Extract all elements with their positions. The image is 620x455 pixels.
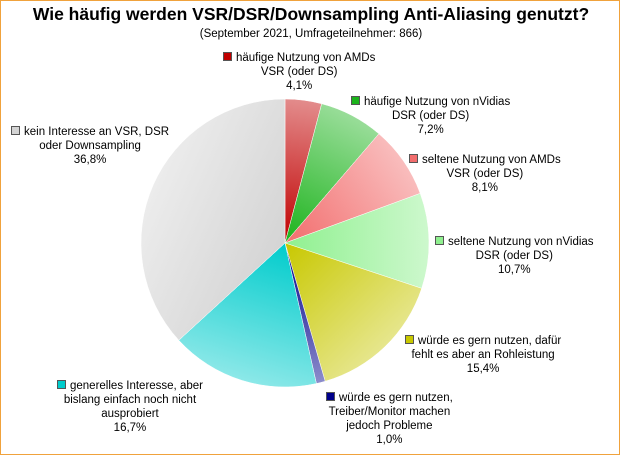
slice-label-text: würde es gern nutzen, dafür bbox=[418, 335, 562, 347]
slice-label-line: seltene Nutzung von nVidias bbox=[435, 235, 594, 249]
slice-label-text: häufige Nutzung von AMDs bbox=[236, 52, 376, 64]
slice-label-text: Treiber/Monitor machen bbox=[328, 406, 451, 418]
slice-label-line: würde es gern nutzen, bbox=[326, 391, 453, 405]
slice-label-7: generelles Interesse, aber bislang einfac… bbox=[57, 379, 203, 435]
pie-slice-7 bbox=[178, 242, 317, 388]
slice-label-line: würde es gern nutzen, dafür bbox=[405, 334, 561, 348]
legend-swatch bbox=[409, 154, 418, 163]
slice-label-6: würde es gern nutzen, Treiber/Monitor mac… bbox=[326, 391, 453, 447]
legend-swatch bbox=[435, 236, 444, 245]
slice-label-text: ausprobiert bbox=[101, 408, 159, 420]
slice-label-line: kein Interesse an VSR, DSR bbox=[11, 125, 169, 139]
slice-label-line: VSR (oder DS) bbox=[409, 167, 561, 181]
slice-label-1: häufige Nutzung von AMDs VSR (oder DS) 4,1… bbox=[223, 51, 375, 93]
slice-value-label: 36,8% bbox=[73, 154, 107, 166]
slice-label-line: Treiber/Monitor machen bbox=[326, 405, 453, 419]
pie-slice-8 bbox=[140, 98, 286, 341]
slice-value-label: 7,2% bbox=[417, 124, 444, 136]
legend-swatch bbox=[326, 392, 335, 401]
legend-swatch bbox=[57, 380, 66, 389]
pie-slice-4 bbox=[284, 193, 430, 289]
slice-label-5: würde es gern nutzen, dafür fehlt es aber… bbox=[405, 334, 561, 376]
slice-label-4: seltene Nutzung von nVidias DSR (oder DS)… bbox=[435, 235, 594, 277]
legend-swatch bbox=[351, 96, 360, 105]
slice-label-line: jedoch Probleme bbox=[326, 419, 453, 433]
slice-label-line: DSR (oder DS) bbox=[435, 249, 594, 263]
slice-value-label: 10,7% bbox=[497, 264, 531, 276]
chart-subtitle: (September 2021, Umfrageteilnehmer: 866) bbox=[199, 28, 423, 40]
legend-swatch bbox=[405, 335, 414, 344]
slice-label-line: häufige Nutzung von nVidias bbox=[351, 95, 510, 109]
slice-value-label: 8,1% bbox=[471, 182, 498, 194]
slice-label-text: seltene Nutzung von nVidias bbox=[448, 236, 594, 248]
slice-value-label: 16,7% bbox=[113, 422, 147, 434]
slice-label-text: seltene Nutzung von AMDs bbox=[422, 154, 561, 166]
slice-label-text: DSR (oder DS) bbox=[475, 250, 553, 262]
slice-label-text: DSR (oder DS) bbox=[391, 110, 470, 122]
slice-label-line: VSR (oder DS) bbox=[223, 65, 375, 79]
slice-label-line: DSR (oder DS) bbox=[351, 109, 510, 123]
slice-value-label: 4,1% bbox=[286, 80, 313, 92]
slice-label-text: generelles Interesse, aber bbox=[70, 380, 203, 392]
slice-label-line: seltene Nutzung von AMDs bbox=[409, 153, 561, 167]
slice-label-line: bislang einfach noch nicht bbox=[57, 393, 203, 407]
slice-label-text: würde es gern nutzen, bbox=[339, 392, 453, 404]
slice-value-label: 1,0% bbox=[376, 434, 403, 446]
slice-label-text: jedoch Probleme bbox=[346, 420, 433, 432]
slice-label-text: VSR (oder DS) bbox=[260, 66, 338, 78]
slice-label-line: fehlt es aber an Rohleistung bbox=[405, 348, 561, 362]
chart-title: Wie häufig werden VSR/DSR/Downsampling A… bbox=[32, 4, 590, 24]
slice-label-line: generelles Interesse, aber bbox=[57, 379, 203, 393]
slice-label-text: fehlt es aber an Rohleistung bbox=[411, 349, 555, 361]
slice-label-text: bislang einfach noch nicht bbox=[63, 394, 197, 406]
slice-label-3: seltene Nutzung von AMDs VSR (oder DS) 8,1… bbox=[409, 153, 561, 195]
slice-value-label: 15,4% bbox=[466, 363, 500, 375]
slice-label-line: oder Downsampling bbox=[11, 139, 169, 153]
slice-label-text: VSR (oder DS) bbox=[446, 168, 524, 180]
legend-swatch bbox=[11, 126, 20, 135]
slice-label-text: kein Interesse an VSR, DSR bbox=[24, 126, 170, 138]
slice-label-text: oder Downsampling bbox=[39, 140, 141, 152]
slice-label-2: häufige Nutzung von nVidias DSR (oder DS)… bbox=[351, 95, 510, 137]
slice-label-line: ausprobiert bbox=[57, 407, 203, 421]
slice-label-text: häufige Nutzung von nVidias bbox=[364, 96, 511, 108]
slice-label-line: häufige Nutzung von AMDs bbox=[223, 51, 375, 65]
slice-label-8: kein Interesse an VSR, DSR oder Downsampl… bbox=[11, 125, 169, 167]
pie-slice-5 bbox=[284, 242, 422, 382]
legend-swatch bbox=[223, 52, 232, 61]
